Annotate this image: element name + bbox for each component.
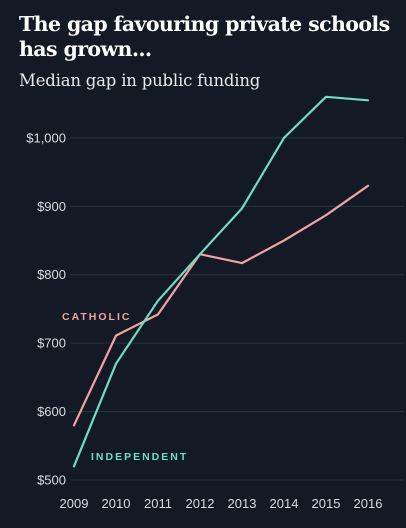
- x-tick-label: 2016: [354, 496, 383, 511]
- series-line-catholic: [72, 184, 370, 427]
- x-tick-label: 2012: [186, 496, 215, 511]
- chart-subtitle: Median gap in public funding: [19, 71, 261, 90]
- series-line-independent: [72, 95, 370, 468]
- y-tick-label: $1,000: [26, 130, 66, 145]
- series-lines: [72, 95, 370, 468]
- y-tick-label: $900: [37, 199, 66, 214]
- x-tick-label: 2015: [312, 496, 341, 511]
- y-axis: $500 $600 $700 $800 $900 $1,000: [26, 130, 66, 487]
- y-tick-label: $500: [37, 473, 66, 488]
- y-tick-label: $700: [37, 336, 66, 351]
- gridlines: [70, 137, 404, 481]
- x-tick-label: 2014: [270, 496, 299, 511]
- x-tick-label: 2013: [228, 496, 257, 511]
- y-tick-label: $600: [37, 404, 66, 419]
- chart-title: The gap favouring private schools has gr…: [19, 12, 390, 61]
- x-tick-label: 2009: [60, 496, 89, 511]
- x-axis: 2009 2010 2011 2012 2013 2014 2015 2016: [60, 496, 383, 511]
- series-label-catholic: CATHOLIC: [62, 311, 131, 323]
- series-labels: CATHOLIC INDEPENDENT: [62, 311, 188, 463]
- series-label-independent: INDEPENDENT: [91, 451, 188, 463]
- y-tick-label: $800: [37, 267, 66, 282]
- x-tick-label: 2011: [144, 496, 172, 511]
- x-tick-label: 2010: [102, 496, 131, 511]
